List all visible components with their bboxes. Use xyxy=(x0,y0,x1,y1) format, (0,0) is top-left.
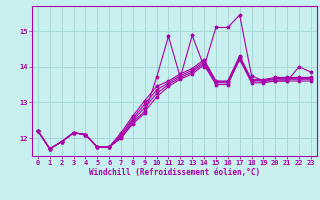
X-axis label: Windchill (Refroidissement éolien,°C): Windchill (Refroidissement éolien,°C) xyxy=(89,168,260,177)
